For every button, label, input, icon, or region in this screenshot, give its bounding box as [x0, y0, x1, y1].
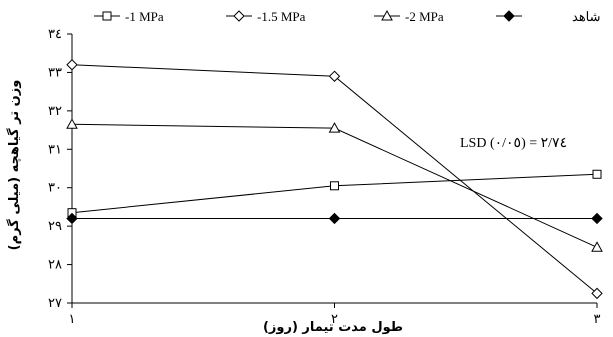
y-tick-label: ٣٤ — [48, 27, 62, 42]
data-point — [66, 212, 78, 225]
series-2 — [66, 59, 603, 300]
legend-marker — [381, 9, 393, 21]
legend-label: شاهد — [572, 9, 601, 24]
x-tick-label: ٢ — [331, 312, 338, 327]
legend-marker — [102, 11, 112, 21]
y-tick-label: ٣٢ — [48, 104, 62, 119]
legend-label: -1.5 MPa — [257, 9, 306, 24]
data-point — [66, 118, 78, 129]
legend-marker — [233, 10, 245, 22]
y-tick-label: ٣١ — [48, 142, 62, 157]
series-group — [66, 59, 603, 300]
data-point — [591, 241, 603, 252]
y-tick-label: ٢٨ — [48, 258, 62, 273]
data-point — [328, 70, 341, 82]
series-line — [71, 173, 598, 214]
y-axis-title: وزن تر گیاهچه (میلی گرم) — [6, 80, 22, 251]
y-tick-label: ٣٠ — [48, 181, 62, 196]
y-tick-label: ٢٩ — [48, 219, 62, 234]
x-tick-label: ٣ — [594, 312, 601, 327]
data-point — [591, 212, 603, 225]
data-point — [328, 212, 341, 225]
legend-label: -1 MPa — [125, 9, 164, 24]
legend-item: شاهد — [496, 9, 601, 24]
data-point — [328, 122, 341, 133]
legend-marker — [503, 10, 515, 22]
x-axis-title: طول مدت تیمار (روز) — [263, 320, 403, 335]
series-3 — [66, 118, 603, 252]
legend-item: -1 MPa — [94, 9, 164, 24]
y-tick-label: ٣٣ — [48, 65, 62, 80]
series-line — [71, 64, 598, 294]
lsd-annotation: LSD (٠/٠٥) = ٢/٧٤ — [460, 136, 567, 151]
y-axis-ticks: ٢٧ ٢٨ ٢٩ ٣٠ ٣١ ٣٢ ٣٣ ٣٤ — [48, 27, 72, 311]
x-tick-label: ١ — [69, 312, 76, 327]
series-4 — [66, 212, 603, 225]
data-point — [330, 181, 339, 191]
data-point — [591, 287, 603, 300]
legend-item: -1.5 MPa — [226, 9, 306, 24]
data-point — [592, 169, 602, 179]
legend: -1 MPa -1.5 MPa -2 MPa شاهد — [94, 9, 601, 24]
series-1 — [67, 169, 602, 218]
x-axis-ticks: ١ ٢ ٣ — [69, 303, 601, 327]
data-point — [66, 59, 78, 71]
legend-item: -2 MPa — [374, 9, 444, 24]
y-tick-label: ٢٧ — [48, 296, 62, 311]
legend-label: -2 MPa — [405, 9, 444, 24]
